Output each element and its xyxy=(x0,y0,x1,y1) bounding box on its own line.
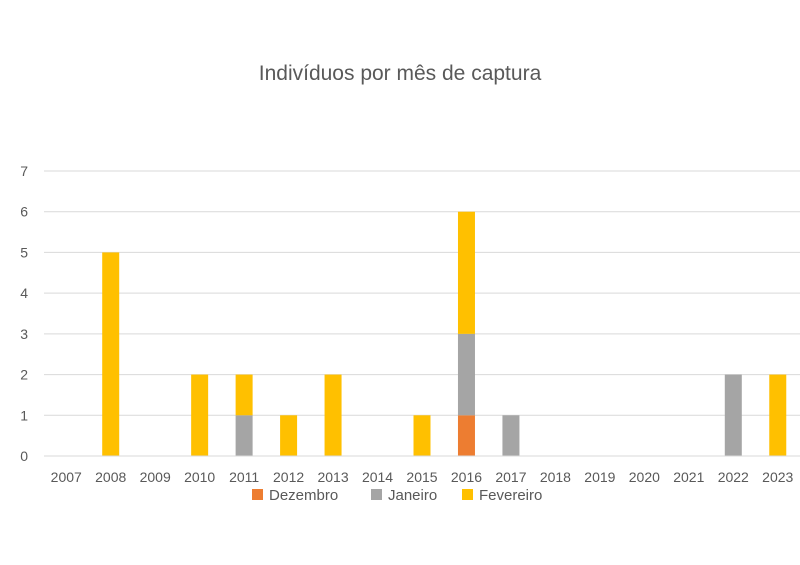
y-tick-label: 5 xyxy=(20,244,28,260)
legend-swatch-dezembro xyxy=(252,489,263,500)
legend: Dezembro Janeiro Fevereiro xyxy=(252,487,542,504)
x-tick-label: 2021 xyxy=(673,469,704,485)
x-tick-label: 2009 xyxy=(140,469,171,485)
bars xyxy=(102,211,787,456)
bar-janeiro-2011 xyxy=(235,415,253,456)
x-tick-label: 2023 xyxy=(762,469,793,485)
legend-swatch-janeiro xyxy=(371,489,382,500)
x-tick-label: 2022 xyxy=(718,469,749,485)
x-tick-label: 2019 xyxy=(584,469,615,485)
legend-label-fevereiro: Fevereiro xyxy=(479,487,542,504)
x-axis-ticks: 2007 2008 2009 2010 2011 2012 2013 2014 2015 2016… xyxy=(51,469,794,485)
x-tick-label: 2020 xyxy=(629,469,660,485)
bar-fevereiro-2015 xyxy=(413,415,431,456)
y-tick-label: 2 xyxy=(20,367,28,383)
bar-dezembro-2016 xyxy=(457,415,475,456)
gridlines xyxy=(44,170,800,416)
bar-janeiro-2017 xyxy=(502,415,520,456)
x-tick-label: 2010 xyxy=(184,469,215,485)
y-tick-label: 6 xyxy=(20,204,28,220)
legend-label-dezembro: Dezembro xyxy=(269,487,338,504)
y-tick-label: 3 xyxy=(20,326,28,342)
legend-label-janeiro: Janeiro xyxy=(388,487,437,504)
x-tick-label: 2008 xyxy=(95,469,126,485)
bar-fevereiro-2008 xyxy=(102,252,120,456)
x-tick-label: 2016 xyxy=(451,469,482,485)
y-axis-ticks: 0 1 2 3 4 5 6 7 xyxy=(20,163,28,464)
bar-fevereiro-2016 xyxy=(457,211,475,334)
y-tick-label: 4 xyxy=(20,285,28,301)
x-tick-label: 2015 xyxy=(406,469,437,485)
bar-fevereiro-2012 xyxy=(280,415,298,456)
x-tick-label: 2013 xyxy=(317,469,348,485)
bar-fevereiro-2011 xyxy=(235,374,253,416)
bar-janeiro-2022 xyxy=(724,374,742,456)
bar-fevereiro-2010 xyxy=(191,374,209,456)
bar-janeiro-2016 xyxy=(457,333,475,416)
x-tick-label: 2018 xyxy=(540,469,571,485)
x-tick-label: 2017 xyxy=(495,469,526,485)
x-tick-label: 2012 xyxy=(273,469,304,485)
bar-fevereiro-2013 xyxy=(324,374,342,456)
chart-title: Indivíduos por mês de captura xyxy=(259,62,542,85)
legend-swatch-fevereiro xyxy=(462,489,473,500)
x-tick-label: 2011 xyxy=(229,469,259,485)
x-tick-label: 2014 xyxy=(362,469,393,485)
x-tick-label: 2007 xyxy=(51,469,82,485)
y-tick-label: 0 xyxy=(20,448,28,464)
y-tick-label: 1 xyxy=(20,407,28,423)
bar-fevereiro-2023 xyxy=(769,374,787,456)
y-tick-label: 7 xyxy=(20,163,28,179)
